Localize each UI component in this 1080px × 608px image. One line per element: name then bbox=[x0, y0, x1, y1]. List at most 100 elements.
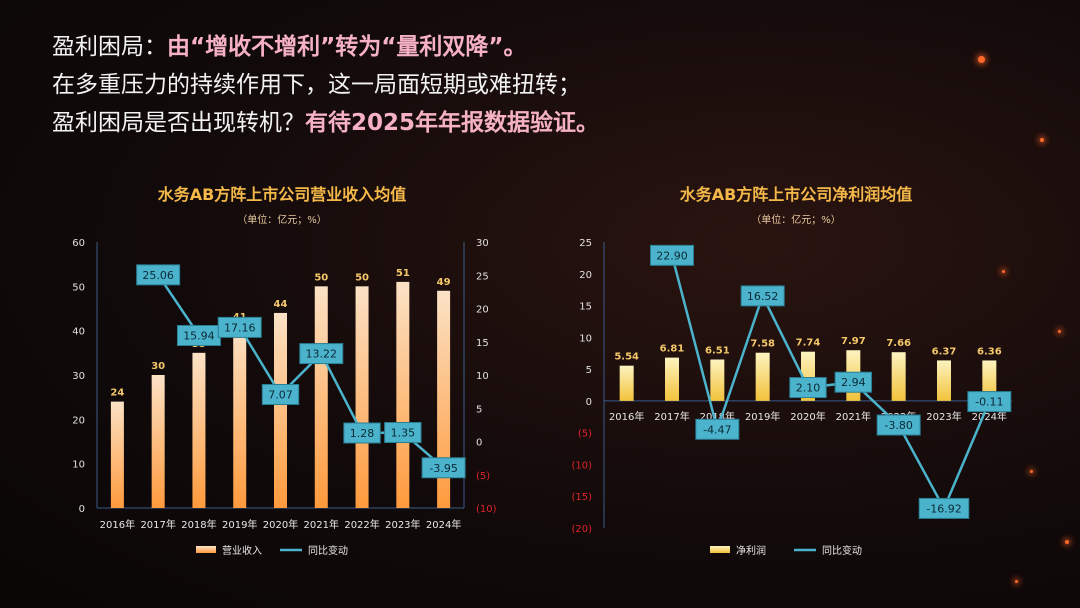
line-point-label-box bbox=[384, 422, 422, 444]
category-label: 2017年 bbox=[654, 410, 689, 423]
line-point-label: 7.07 bbox=[268, 388, 293, 401]
headline-line-1: 盈利困局：由“增收不增利”转为“量利双降”。 bbox=[52, 28, 599, 66]
bar bbox=[355, 286, 369, 508]
growth-line bbox=[670, 255, 991, 512]
bar-value-label: 6.37 bbox=[932, 346, 957, 357]
bar bbox=[937, 360, 951, 401]
category-label: 2020年 bbox=[790, 410, 825, 423]
left-tick-label: 40 bbox=[72, 327, 85, 338]
line-point-label: -0.11 bbox=[975, 396, 1003, 409]
category-label: 2023年 bbox=[926, 410, 961, 423]
left-tick-label: 0 bbox=[586, 397, 592, 408]
line-point-label: 25.06 bbox=[142, 269, 174, 282]
bar bbox=[233, 326, 247, 508]
legend-bar-swatch bbox=[196, 546, 216, 553]
bar-value-label: 7.74 bbox=[796, 338, 821, 349]
bar bbox=[982, 360, 997, 401]
left-tick-label: 20 bbox=[579, 270, 592, 281]
spark-decoration bbox=[1002, 270, 1005, 273]
left-tick-label: 30 bbox=[72, 371, 85, 382]
right-tick-label: 25 bbox=[476, 271, 489, 282]
bar-value-label: 5.54 bbox=[614, 352, 639, 363]
chart-subtitle: （单位：亿元；%） bbox=[751, 213, 841, 226]
bar-value-label: 30 bbox=[151, 361, 165, 372]
spark-decoration bbox=[1040, 138, 1044, 142]
bar bbox=[151, 375, 165, 508]
category-label: 2020年 bbox=[263, 518, 298, 531]
category-label: 2023年 bbox=[385, 518, 420, 531]
spark-decoration bbox=[1058, 330, 1061, 333]
line-point-label: 16.52 bbox=[747, 290, 779, 303]
category-label: 2016年 bbox=[100, 518, 135, 531]
headline-line-3-prefix: 盈利困局是否出现转机？ bbox=[52, 110, 305, 136]
line-point-label-box bbox=[299, 343, 344, 365]
bar-value-label: 50 bbox=[355, 272, 369, 283]
bar-value-label: 7.97 bbox=[841, 336, 866, 347]
chart-subtitle: （单位：亿元；%） bbox=[237, 213, 327, 226]
left-tick-label: 60 bbox=[72, 238, 85, 249]
category-label: 2022年 bbox=[344, 518, 379, 531]
line-point-label: 13.22 bbox=[306, 348, 338, 361]
right-tick-label: 15 bbox=[476, 338, 489, 349]
chart-title: 水务AB方阵上市公司净利润均值 bbox=[680, 185, 913, 204]
legend-line-label: 同比变动 bbox=[308, 544, 348, 557]
line-point-label-box bbox=[695, 418, 740, 440]
left-tick-label: (20) bbox=[571, 524, 592, 535]
headline: 盈利困局：由“增收不增利”转为“量利双降”。 在多重压力的持续作用下，这一局面短… bbox=[52, 28, 599, 142]
category-label: 2018年 bbox=[181, 518, 216, 531]
right-tick-label: (10) bbox=[476, 504, 497, 515]
line-point-label: 1.35 bbox=[391, 427, 416, 440]
bar bbox=[274, 312, 287, 508]
left-tick-label: 15 bbox=[579, 302, 592, 313]
line-point-label: -3.95 bbox=[429, 462, 457, 475]
line-point-label-box bbox=[217, 316, 262, 338]
bar-value-label: 6.36 bbox=[977, 346, 1002, 357]
left-tick-label: 20 bbox=[72, 415, 85, 426]
bar-value-label: 49 bbox=[437, 277, 451, 288]
line-point-label-box bbox=[834, 371, 873, 393]
line-point-label-box bbox=[918, 497, 970, 519]
spark-decoration bbox=[1065, 540, 1069, 544]
left-tick-label: 0 bbox=[79, 504, 85, 515]
category-label: 2021年 bbox=[304, 518, 339, 531]
right-tick-label: 10 bbox=[476, 371, 489, 382]
bar-value-label: 7.66 bbox=[886, 338, 911, 349]
bar-value-label: 24 bbox=[110, 388, 124, 399]
headline-line-3: 盈利困局是否出现转机？有待2025年年报数据验证。 bbox=[52, 104, 599, 142]
legend-line-label: 同比变动 bbox=[822, 544, 862, 557]
headline-line-2: 在多重压力的持续作用下，这一局面短期或难扭转； bbox=[52, 72, 581, 98]
line-point-label-box bbox=[136, 264, 181, 286]
line-point-label: -16.92 bbox=[926, 502, 961, 515]
line-point-label-box bbox=[789, 377, 827, 399]
line-point-label: -4.47 bbox=[703, 423, 731, 436]
category-label: 2021年 bbox=[836, 410, 871, 423]
left-tick-label: (15) bbox=[571, 492, 592, 503]
left-tick-label: 10 bbox=[579, 333, 592, 344]
right-tick-label: 0 bbox=[476, 438, 482, 449]
spark-decoration bbox=[978, 56, 985, 63]
left-tick-label: 50 bbox=[72, 282, 85, 293]
bar bbox=[110, 401, 124, 508]
category-label: 2017年 bbox=[140, 518, 175, 531]
line-point-label: 2.10 bbox=[796, 382, 821, 395]
line-point-label: 22.90 bbox=[656, 249, 688, 262]
bar bbox=[437, 290, 451, 508]
legend-bar-label: 净利润 bbox=[736, 544, 766, 557]
bar-value-label: 44 bbox=[274, 299, 288, 310]
legend-bar-label: 营业收入 bbox=[222, 544, 262, 557]
chart-title: 水务AB方阵上市公司营业收入均值 bbox=[158, 185, 407, 204]
category-label: 2019年 bbox=[222, 518, 257, 531]
profit-chart: 水务AB方阵上市公司净利润均值 （单位：亿元；%） (20) (15) (10) (5) 0… bbox=[571, 185, 1012, 557]
headline-line-3-highlight: 有待2025年年报数据验证。 bbox=[305, 110, 600, 136]
bar-value-label: 7.58 bbox=[750, 339, 775, 350]
category-label: 2016年 bbox=[609, 410, 644, 423]
category-label: 2019年 bbox=[745, 410, 780, 423]
line-point-label-box bbox=[421, 457, 466, 479]
bar bbox=[665, 357, 679, 401]
left-tick-label: (5) bbox=[578, 429, 592, 440]
bar bbox=[396, 281, 410, 508]
spark-decoration bbox=[1015, 580, 1018, 583]
legend-bar-swatch bbox=[710, 546, 730, 553]
line-point-label: 2.94 bbox=[841, 376, 866, 389]
line-point-label: -3.80 bbox=[884, 419, 912, 432]
